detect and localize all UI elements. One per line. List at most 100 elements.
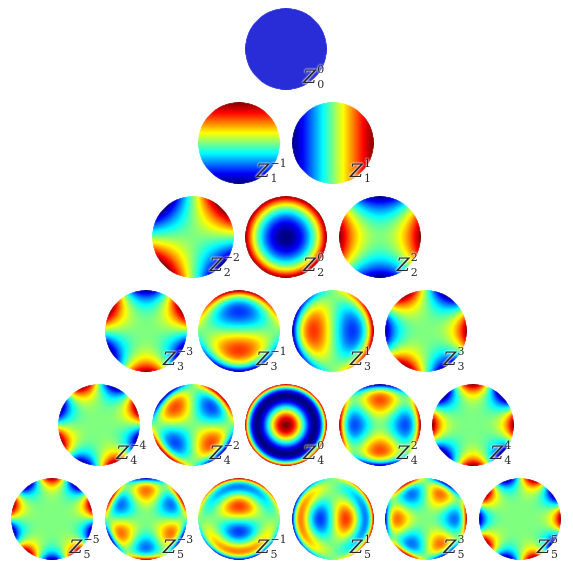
zernike-mode-disk: [432, 384, 514, 466]
zernike-mode-label: Z −5 5: [69, 534, 99, 561]
zernike-mode-label: Z −3 3: [162, 346, 193, 373]
zernike-mode-disk: [338, 196, 421, 278]
zernike-azimuthal-index: 0: [317, 439, 325, 452]
zernike-azimuthal-index: −1: [270, 533, 287, 546]
zernike-symbol: Z: [443, 536, 457, 558]
zernike-radial-index: 1: [270, 172, 278, 185]
zernike-mode-disk: [151, 196, 234, 278]
zernike-azimuthal-index: −3: [176, 345, 194, 358]
zernike-mode-label: Z −4 4: [116, 440, 146, 467]
zernike-azimuthal-index: −2: [223, 439, 240, 452]
zernike-mode-disk: [291, 290, 374, 372]
zernike-radial-index: 3: [176, 360, 184, 373]
zernike-mode-disk: [291, 478, 374, 560]
zernike-radial-index: 5: [457, 548, 465, 561]
zernike-symbol: Z: [349, 160, 363, 182]
zernike-mode-disk: [104, 478, 187, 560]
zernike-symbol: Z: [256, 160, 270, 182]
zernike-symbol: Z: [303, 66, 317, 88]
zernike-mode-disk: [11, 478, 94, 560]
zernike-mode-disk: [385, 478, 468, 560]
zernike-mode-disk: [338, 384, 421, 466]
zernike-symbol: Z: [162, 348, 176, 370]
zernike-azimuthal-index: 1: [363, 345, 371, 358]
zernike-radial-index: 5: [176, 548, 184, 561]
zernike-azimuthal-index: 3: [457, 533, 465, 546]
zernike-mode-label: Z −2 2: [209, 252, 240, 279]
zernike-radial-index: 1: [363, 172, 371, 185]
zernike-mode-disk: [291, 102, 374, 184]
zernike-symbol: Z: [256, 348, 270, 370]
zernike-azimuthal-index: −4: [130, 439, 147, 452]
zernike-azimuthal-index: 1: [363, 533, 371, 546]
zernike-radial-index: 5: [270, 548, 278, 561]
zernike-radial-index: 4: [317, 454, 325, 467]
zernike-azimuthal-index: 3: [457, 345, 465, 358]
zernike-radial-index: 3: [363, 360, 371, 373]
zernike-mode-disk: [198, 478, 281, 560]
zernike-symbol: Z: [69, 536, 83, 558]
zernike-azimuthal-index: 0: [317, 63, 325, 76]
zernike-mode-disk: [478, 478, 561, 560]
zernike-mode-label: Z −1 1: [256, 158, 286, 185]
zernike-mode-disk: [104, 290, 187, 372]
zernike-radial-index: 3: [270, 360, 278, 373]
zernike-azimuthal-index: 2: [410, 439, 418, 452]
zernike-radial-index: 2: [317, 266, 325, 279]
zernike-radial-index: 4: [130, 454, 138, 467]
zernike-symbol: Z: [209, 442, 223, 464]
zernike-mode-disk: [245, 384, 327, 466]
zernike-radial-index: 5: [363, 548, 371, 561]
zernike-mode-label: Z −1 5: [256, 534, 286, 561]
zernike-symbol: Z: [443, 348, 457, 370]
zernike-symbol: Z: [349, 348, 363, 370]
zernike-symbol: Z: [209, 254, 223, 276]
zernike-symbol: Z: [396, 254, 410, 276]
zernike-mode-disk: [151, 384, 234, 466]
zernike-mode-label: Z −3 5: [162, 534, 193, 561]
zernike-radial-index: 4: [223, 454, 231, 467]
zernike-mode-disk: [58, 384, 140, 466]
zernike-mode-label: Z −1 3: [256, 346, 286, 373]
zernike-symbol: Z: [116, 442, 130, 464]
zernike-azimuthal-index: −1: [270, 345, 287, 358]
zernike-azimuthal-index: 2: [410, 251, 418, 264]
zernike-azimuthal-index: −1: [270, 157, 287, 170]
zernike-symbol: Z: [256, 536, 270, 558]
zernike-radial-index: 2: [223, 266, 231, 279]
zernike-radial-index: 4: [410, 454, 418, 467]
zernike-symbol: Z: [490, 442, 504, 464]
zernike-symbol: Z: [396, 442, 410, 464]
zernike-mode-disk: [245, 196, 327, 278]
zernike-radial-index: 3: [457, 360, 465, 373]
zernike-symbol: Z: [162, 536, 176, 558]
zernike-mode-disk: [198, 290, 281, 372]
zernike-azimuthal-index: 1: [363, 157, 371, 170]
zernike-azimuthal-index: −2: [223, 251, 240, 264]
zernike-symbol: Z: [349, 536, 363, 558]
zernike-symbol: Z: [303, 254, 317, 276]
zernike-radial-index: 0: [317, 78, 325, 91]
zernike-azimuthal-index: −5: [83, 533, 100, 546]
zernike-symbol: Z: [303, 442, 317, 464]
zernike-azimuthal-index: 4: [504, 439, 512, 452]
zernike-azimuthal-index: 0: [317, 251, 325, 264]
zernike-radial-index: 5: [83, 548, 91, 561]
zernike-mode-disk: [198, 102, 281, 184]
zernike-mode-disk: [245, 8, 327, 90]
zernike-mode-disk: [385, 290, 468, 372]
zernike-mode-label: Z −2 4: [209, 440, 240, 467]
zernike-radial-index: 5: [550, 548, 558, 561]
